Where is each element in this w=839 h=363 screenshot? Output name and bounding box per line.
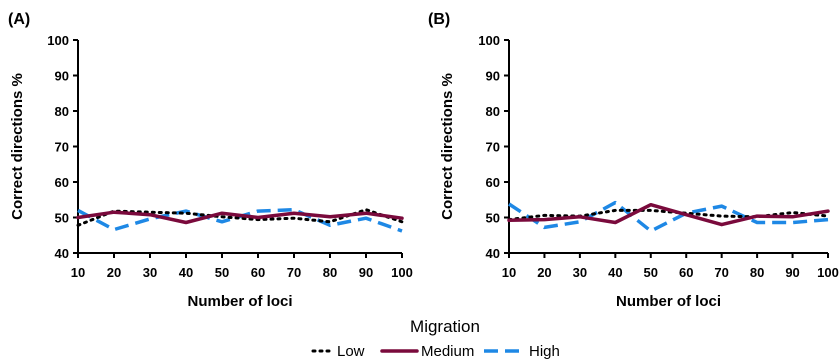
x-tick-label: 80 (750, 265, 764, 280)
chart-panel-b: (B) 40 50 60 70 80 90 100 10 20 30 40 50 60 70 80 90 100 N… (428, 11, 839, 310)
x-tick-label: 40 (608, 265, 622, 280)
series-line-high (508, 200, 829, 233)
x-tick-label: 10 (502, 265, 516, 280)
x-tick-label: 70 (287, 265, 301, 280)
series-line-medium (507, 202, 830, 227)
panel-letter: (A) (8, 11, 30, 28)
x-tick-label: 50 (215, 265, 229, 280)
y-axis-title: Correct directions % (9, 73, 26, 220)
y-tick-label: 40 (55, 246, 69, 261)
legend-label-medium: Medium (421, 343, 474, 360)
x-tick-label: 60 (251, 265, 265, 280)
legend-label-high: High (529, 343, 560, 360)
panel-letter: (B) (428, 11, 450, 28)
y-tick-label: 70 (55, 140, 69, 155)
y-tick-label: 100 (47, 33, 69, 48)
x-tick-label: 60 (679, 265, 693, 280)
y-tick-label: 80 (55, 104, 69, 119)
x-tick-label: 20 (107, 265, 121, 280)
x-tick-label: 10 (71, 265, 85, 280)
y-axis-title: Correct directions % (439, 73, 456, 220)
y-tick-label: 90 (486, 69, 500, 84)
legend-title: Migration (410, 317, 480, 336)
y-tick-label: 50 (55, 211, 69, 226)
y-tick-label: 80 (486, 104, 500, 119)
x-tick-label: 30 (573, 265, 587, 280)
x-tick-label: 100 (391, 265, 413, 280)
x-tick-label: 100 (817, 265, 839, 280)
legend-label-low: Low (337, 343, 365, 360)
y-tick-label: 100 (478, 33, 500, 48)
y-tick-label: 90 (55, 69, 69, 84)
legend: Migration Low Medium High (311, 317, 560, 360)
x-tick-label: 90 (359, 265, 373, 280)
y-tick-label: 70 (486, 140, 500, 155)
x-tick-label: 70 (714, 265, 728, 280)
series-line-medium (76, 210, 404, 225)
x-tick-label: 40 (179, 265, 193, 280)
x-axis-title: Number of loci (616, 293, 721, 310)
chart-panel-a: (A) 40 50 60 70 80 90 100 10 20 30 40 50 60 70 80 90 100 N… (8, 11, 413, 310)
x-axis-title: Number of loci (187, 293, 292, 310)
x-tick-label: 80 (323, 265, 337, 280)
y-tick-label: 40 (486, 246, 500, 261)
x-tick-label: 50 (644, 265, 658, 280)
y-tick-label: 50 (486, 211, 500, 226)
x-tick-label: 90 (785, 265, 799, 280)
x-tick-label: 20 (537, 265, 551, 280)
series-line-low (507, 208, 830, 222)
y-tick-label: 60 (55, 175, 69, 190)
x-tick-label: 30 (143, 265, 157, 280)
y-tick-label: 60 (486, 175, 500, 190)
